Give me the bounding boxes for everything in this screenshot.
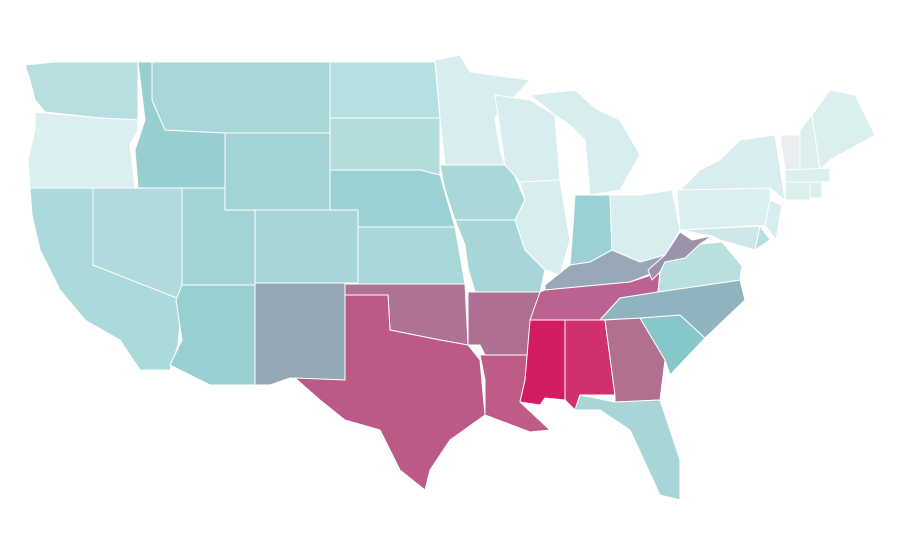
state — [679, 134, 786, 201]
state — [529, 89, 641, 196]
state — [514, 179, 571, 276]
states — [24, 54, 876, 501]
state — [679, 225, 761, 251]
state — [169, 284, 256, 386]
state — [254, 209, 359, 284]
state — [434, 54, 531, 166]
state — [676, 187, 771, 231]
state — [329, 61, 441, 119]
state — [224, 132, 331, 211]
state — [294, 294, 486, 491]
state — [647, 231, 713, 281]
state — [27, 111, 139, 189]
state — [357, 226, 466, 285]
state — [809, 181, 823, 199]
state — [779, 134, 801, 171]
state — [254, 282, 346, 386]
state — [784, 167, 831, 183]
state — [329, 117, 441, 176]
state — [811, 89, 876, 171]
state — [24, 61, 139, 121]
state — [151, 61, 331, 134]
state — [574, 394, 681, 501]
state — [764, 199, 783, 241]
state — [754, 225, 771, 251]
state — [784, 181, 811, 201]
